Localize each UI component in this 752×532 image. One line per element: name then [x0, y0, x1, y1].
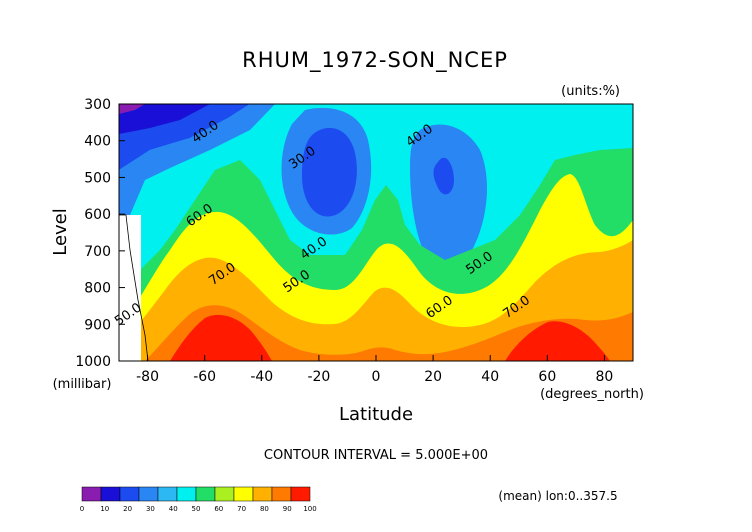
y-tick-label: 900: [84, 317, 111, 333]
band-30-40-sw: [119, 104, 275, 225]
colorbar-swatch: [271, 486, 292, 502]
colorbar-tick-label: 0: [80, 505, 84, 513]
band-80-90: [145, 305, 633, 361]
colorbar-swatch: [176, 486, 197, 502]
x-axis-label: Latitude: [339, 404, 413, 425]
x-tick-label: -20: [307, 369, 330, 385]
band-90-100-right: [505, 321, 610, 361]
colorbar-swatch: [100, 486, 121, 502]
colorbar-swatch: [81, 486, 102, 502]
x-axis: -80 -60 -40 -20 0 20 40 60 80: [136, 355, 613, 385]
colorbar-swatch: [119, 486, 140, 502]
y-tick-label: 500: [84, 170, 111, 186]
colorbar-swatch: [233, 486, 254, 502]
colorbar-tick-label: 100: [303, 505, 316, 513]
band-30-40-right-cell: [410, 124, 487, 267]
chart-title: RHUM_1972-SON_NCEP: [242, 48, 508, 73]
colorbar-tick-label: 40: [169, 505, 178, 513]
band-20-30-left-cell: [302, 127, 357, 217]
colorbar-swatch: [290, 486, 311, 502]
plot-area: [119, 104, 633, 361]
colorbar-tick-label: 70: [237, 505, 246, 513]
colorbar-swatch: [157, 486, 178, 502]
y-tick-label: 400: [84, 134, 111, 150]
x-tick-label: 40: [481, 369, 499, 385]
colorbar-tick-label: 90: [283, 505, 292, 513]
x-tick-label: 80: [596, 369, 614, 385]
y-axis: 300 400 500 600 700 800 900 1000: [75, 97, 125, 370]
colorbar-tick-label: 80: [260, 505, 269, 513]
colorbar-swatch: [195, 486, 216, 502]
mean-note: (mean) lon:0..357.5: [498, 489, 617, 503]
y-tick-label: 1000: [75, 354, 111, 370]
band-10-20: [119, 104, 210, 134]
x-tick-label: 20: [424, 369, 442, 385]
colorbar-tick-label: 60: [214, 505, 223, 513]
y-tick-label: 800: [84, 281, 111, 297]
y-tick-label: 600: [84, 207, 111, 223]
colorbar-swatch: [214, 486, 235, 502]
y-tick-label: 700: [84, 244, 111, 260]
x-tick-label: 60: [538, 369, 556, 385]
band-20-30-right-cell: [433, 157, 454, 195]
y-tick-label: 300: [84, 97, 111, 113]
y-axis-label: Level: [50, 208, 71, 256]
units-label: (units:%): [561, 84, 620, 99]
x-tick-label: -40: [250, 369, 273, 385]
colorbar-swatch: [252, 486, 273, 502]
x-unit-label: (degrees_north): [540, 387, 644, 402]
band-0-10: [119, 104, 145, 114]
colorbar-swatch: [138, 486, 159, 502]
colorbar-tick-label: 20: [123, 505, 132, 513]
colorbar-tick-label: 30: [146, 505, 155, 513]
colorbar: 0 10 20 30 40 50 60 70 80 90 100: [80, 486, 317, 513]
missing-data-edge: [119, 214, 149, 361]
x-tick-label: 0: [372, 369, 381, 385]
x-tick-label: -60: [193, 369, 216, 385]
colorbar-tick-label: 10: [100, 505, 109, 513]
contour-interval-text: CONTOUR INTERVAL = 5.000E+00: [264, 448, 488, 463]
x-tick-label: -80: [136, 369, 159, 385]
colorbar-tick-label: 50: [192, 505, 201, 513]
y-unit-label: (millibar): [53, 377, 112, 392]
band-90-100-left: [170, 314, 272, 361]
